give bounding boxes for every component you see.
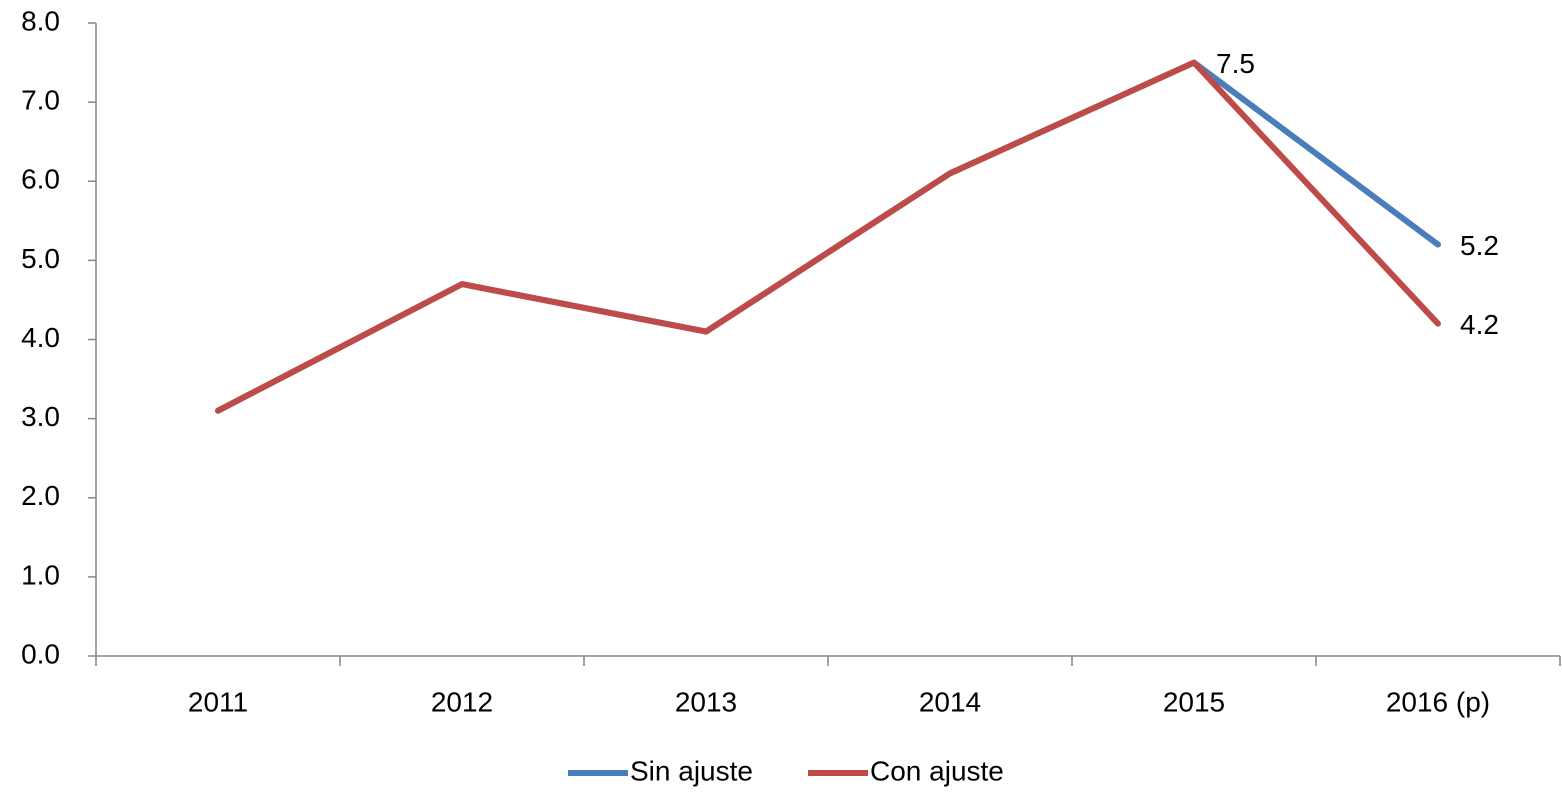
- data-label: 4.2: [1460, 309, 1499, 340]
- legend-label: Con ajuste: [870, 755, 1004, 786]
- x-tick-label: 2014: [919, 686, 981, 717]
- y-tick-label: 3.0: [21, 401, 60, 432]
- x-tick-label: 2012: [431, 686, 493, 717]
- y-tick-label: 0.0: [21, 638, 60, 669]
- x-tick-label: 2015: [1163, 686, 1225, 717]
- y-tick-label: 8.0: [21, 5, 60, 36]
- y-tick-label: 4.0: [21, 322, 60, 353]
- series-line: [215, 59, 1441, 414]
- x-tick-label: 2016 (p): [1386, 686, 1490, 717]
- y-tick-label: 1.0: [21, 559, 60, 590]
- data-label: 5.2: [1460, 230, 1499, 261]
- series-line: [215, 59, 1441, 414]
- data-label: 7.5: [1216, 48, 1255, 79]
- x-tick-label: 2013: [675, 686, 737, 717]
- y-tick-label: 2.0: [21, 480, 60, 511]
- y-tick-label: 5.0: [21, 243, 60, 274]
- y-tick-label: 6.0: [21, 164, 60, 195]
- legend-label: Sin ajuste: [630, 755, 753, 786]
- y-tick-label: 7.0: [21, 85, 60, 116]
- x-tick-label: 2011: [188, 686, 248, 717]
